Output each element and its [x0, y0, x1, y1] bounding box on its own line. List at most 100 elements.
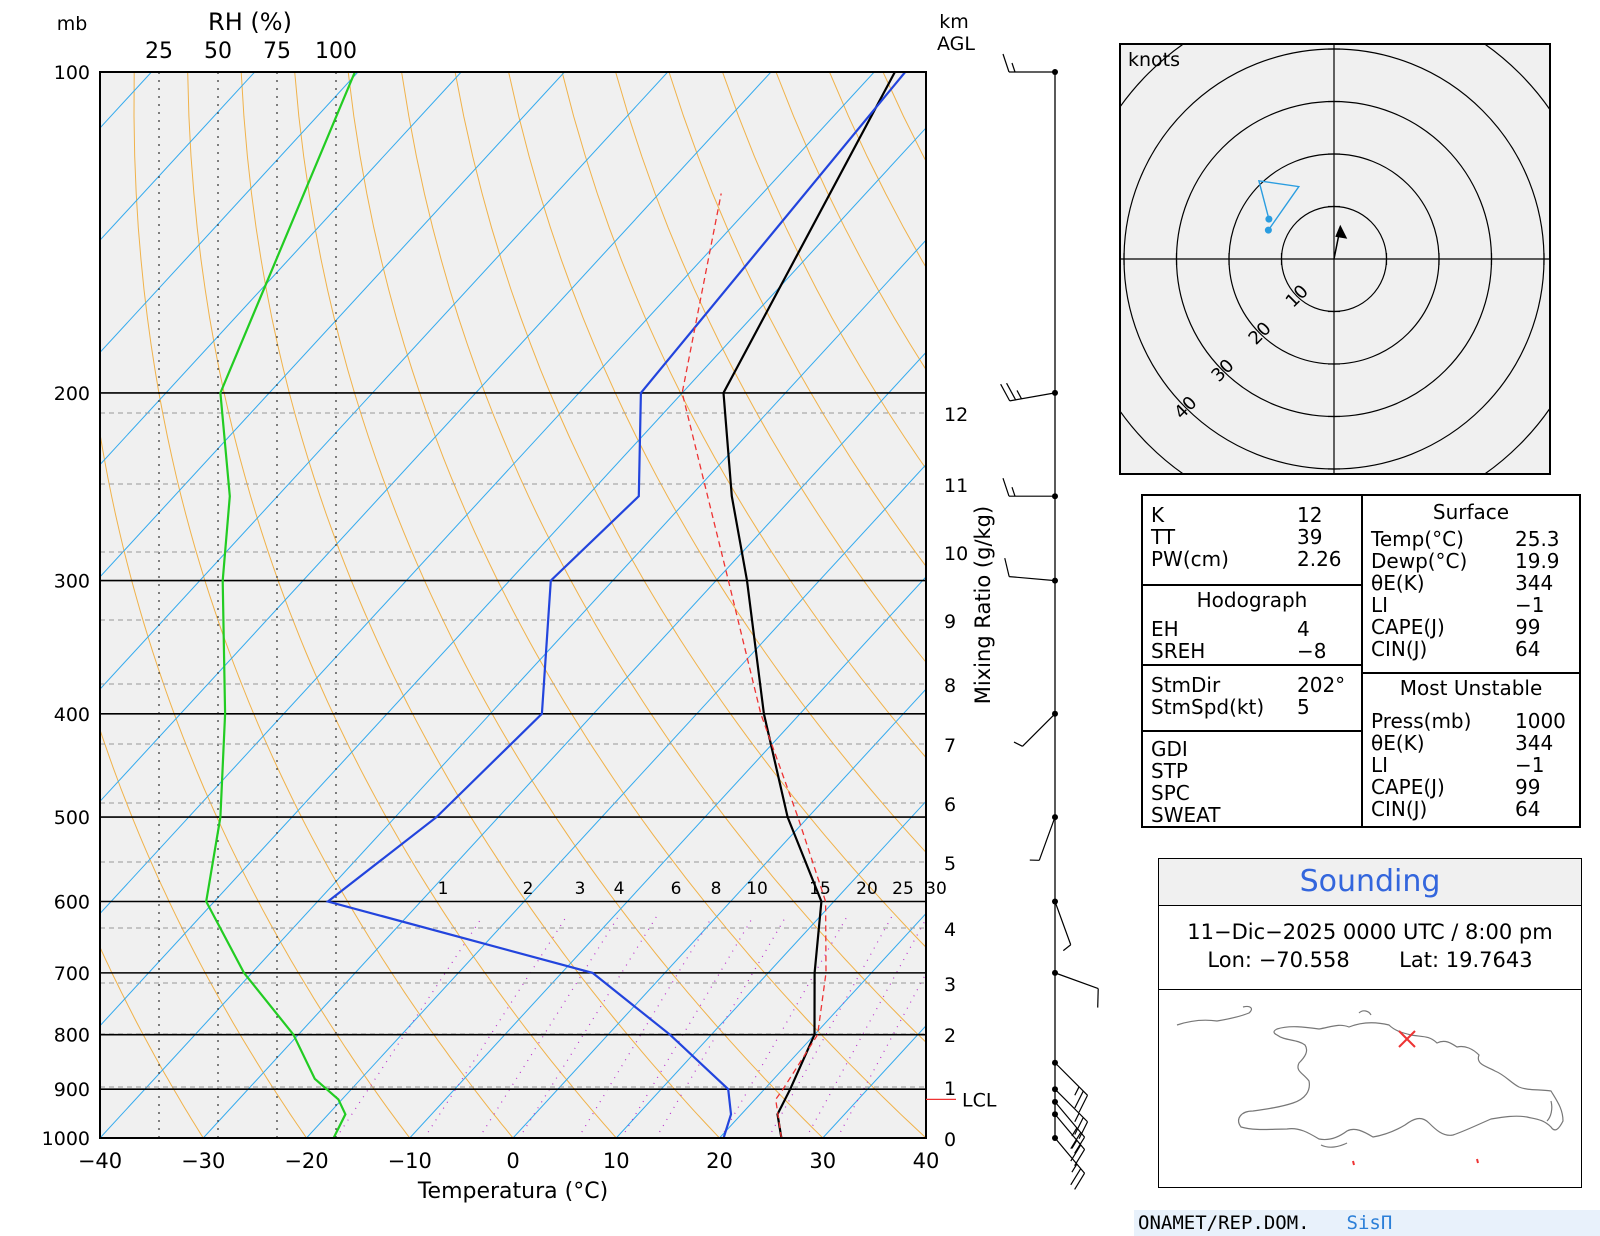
wind-barb — [1054, 1088, 1089, 1139]
hodograph-header: Hodograph — [1196, 588, 1308, 612]
wind-barb-half-flag — [1071, 1139, 1078, 1149]
rh-axis-label: RH (%) — [208, 8, 292, 36]
wind-barb-half-flag — [1011, 62, 1016, 73]
isotherm — [100, 72, 462, 466]
dry-adiabat — [508, 72, 926, 854]
wind-barb-flag — [1002, 53, 1010, 73]
mu-header: Most Unstable — [1399, 676, 1543, 700]
mu-thetae-value: 344 — [1515, 731, 1554, 755]
pressure-tick-label: 400 — [54, 704, 90, 726]
height-tick-label: 9 — [944, 611, 956, 633]
wind-barb-flag — [1078, 1095, 1089, 1113]
sfc-cape-value: 99 — [1515, 615, 1541, 639]
indices-panel: K 12 TT 39 PW(cm) 2.26 Hodograph EH 4 SREH −8… — [1141, 494, 1363, 828]
isotherm — [100, 239, 926, 1138]
wind-barb-half-flag — [1062, 944, 1072, 952]
wind-barb-flag — [1070, 1168, 1082, 1186]
isotherm — [100, 72, 772, 803]
dry-adiabat — [187, 72, 617, 1138]
rh-line — [205, 72, 356, 1138]
mixing-ratio-tick-label: 25 — [892, 879, 914, 899]
eh-label: EH — [1151, 617, 1179, 641]
dry-adiabat — [240, 72, 720, 1138]
mixing-ratio-tick-label: 8 — [711, 879, 722, 899]
wind-barb — [1054, 972, 1099, 1008]
wind-barb-flag — [1078, 1121, 1089, 1139]
height-tick-label: 10 — [944, 543, 968, 565]
wind-barb — [1054, 1137, 1086, 1190]
sfc-dewp-label: Dewp(°C) — [1371, 549, 1468, 573]
mixing-ratio-line — [720, 916, 848, 1138]
wind-barb-flag — [1074, 1090, 1084, 1109]
pw-label: PW(cm) — [1151, 547, 1229, 571]
height-tick-label: 3 — [944, 974, 956, 996]
sfc-cape-label: CAPE(J) — [1371, 615, 1445, 639]
mixing-ratio-line — [805, 917, 926, 1138]
hodograph-trace — [1257, 179, 1301, 231]
pressure-tick-label: 500 — [54, 807, 90, 829]
isotherm — [512, 688, 926, 1138]
wind-barb-flag — [1074, 1136, 1086, 1154]
plot-layer — [0, 72, 926, 1138]
sreh-label: SREH — [1151, 639, 1206, 663]
mixing-ratio-tick-label: 4 — [614, 879, 625, 899]
wind-barb — [1002, 53, 1055, 73]
wind-barb — [1054, 901, 1072, 952]
hodograph — [1120, 44, 1550, 474]
height-tick-label: 4 — [944, 919, 956, 941]
x-tick-label: 30 — [809, 1149, 836, 1173]
wind-barb-staff — [1054, 1062, 1088, 1096]
pw-value: 2.26 — [1297, 547, 1342, 571]
mu-cape-value: 99 — [1515, 775, 1541, 799]
sweat-label: SWEAT — [1151, 803, 1221, 827]
dry-adiabat — [294, 72, 824, 1138]
gdi-label: GDI — [1151, 737, 1188, 761]
dry-adiabat — [347, 72, 926, 1138]
lon-value: −70.558 — [1258, 948, 1350, 972]
spc-label: SPC — [1151, 781, 1190, 805]
wind-barb — [1054, 1101, 1086, 1154]
height-tick-label: 7 — [944, 735, 956, 757]
mu-cin-value: 64 — [1515, 797, 1541, 821]
plot-frame — [99, 71, 927, 1139]
footer-brand: SisΠ — [1346, 1212, 1393, 1234]
wind-barb-staff — [1038, 816, 1056, 861]
sfc-cin-value: 64 — [1515, 637, 1541, 661]
wind-barb — [1054, 1062, 1089, 1113]
height-tick-label: 5 — [944, 853, 956, 875]
mu-press-label: Press(mb) — [1371, 709, 1472, 733]
wind-barb-half-flag — [1016, 390, 1023, 400]
wind-barb-flag — [1074, 1172, 1086, 1190]
wind-barb-half-flag — [1071, 1163, 1078, 1173]
mixing-ratio-tick-label: 3 — [575, 879, 586, 899]
dry-adiabat — [615, 72, 926, 664]
dewpoint-line — [325, 72, 907, 1138]
isotherm — [615, 800, 926, 1138]
mu-cape-label: CAPE(J) — [1371, 775, 1445, 799]
mixing-ratio-tick-label: 15 — [809, 879, 831, 899]
height-tick-label: 12 — [944, 404, 968, 426]
sfc-li-value: −1 — [1515, 593, 1545, 617]
sfc-temp-label: Temp(°C) — [1371, 527, 1464, 551]
rh-tick-label: 25 — [145, 39, 173, 64]
sfc-li-label: LI — [1371, 593, 1389, 617]
x-tick-label: 10 — [603, 1149, 630, 1173]
dry-adiabat — [133, 72, 514, 1138]
dry-adiabat — [454, 72, 926, 948]
stmspd-label: StmSpd(kt) — [1151, 695, 1265, 719]
dry-adiabat — [100, 728, 307, 1138]
mixing-ratio-line — [655, 916, 787, 1138]
k-label: K — [1151, 503, 1165, 527]
lcl-label: LCL — [962, 1089, 997, 1111]
mixing-ratio-line — [621, 916, 754, 1138]
isotherm — [0, 72, 48, 1138]
wind-barb-flag — [1070, 1132, 1082, 1150]
mixing-ratio-tick-label: 2 — [523, 879, 534, 899]
location-marker-icon — [1398, 1030, 1416, 1048]
isotherm — [100, 127, 926, 1027]
wind-barb-staff — [1022, 713, 1056, 747]
x-tick-label: −30 — [181, 1149, 225, 1173]
height-tick-label: 6 — [944, 794, 956, 816]
sounding-info-box: Sounding 11−Dic−2025 0000 UTC / 8:00 pm … — [1158, 858, 1582, 1188]
dry-adiabat — [668, 72, 926, 568]
